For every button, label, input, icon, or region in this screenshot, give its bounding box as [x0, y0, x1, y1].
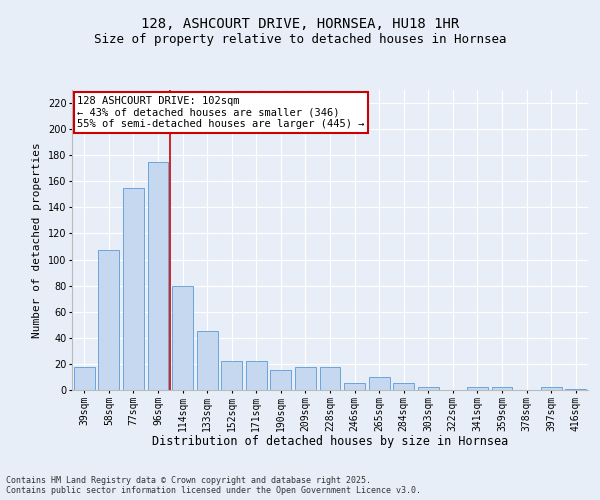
- Bar: [565, 388, 586, 390]
- Bar: [541, 388, 562, 390]
- Bar: [197, 332, 218, 390]
- Text: Size of property relative to detached houses in Hornsea: Size of property relative to detached ho…: [94, 32, 506, 46]
- X-axis label: Distribution of detached houses by size in Hornsea: Distribution of detached houses by size …: [152, 435, 508, 448]
- Bar: [467, 388, 488, 390]
- Bar: [74, 366, 95, 390]
- Bar: [246, 362, 267, 390]
- Bar: [148, 162, 169, 390]
- Bar: [98, 250, 119, 390]
- Bar: [123, 188, 144, 390]
- Bar: [368, 377, 389, 390]
- Bar: [221, 362, 242, 390]
- Text: 128, ASHCOURT DRIVE, HORNSEA, HU18 1HR: 128, ASHCOURT DRIVE, HORNSEA, HU18 1HR: [141, 18, 459, 32]
- Bar: [344, 384, 365, 390]
- Y-axis label: Number of detached properties: Number of detached properties: [32, 142, 42, 338]
- Bar: [271, 370, 292, 390]
- Text: 128 ASHCOURT DRIVE: 102sqm
← 43% of detached houses are smaller (346)
55% of sem: 128 ASHCOURT DRIVE: 102sqm ← 43% of deta…: [77, 96, 365, 129]
- Bar: [418, 388, 439, 390]
- Bar: [295, 366, 316, 390]
- Bar: [491, 388, 512, 390]
- Bar: [393, 384, 414, 390]
- Bar: [172, 286, 193, 390]
- Text: Contains HM Land Registry data © Crown copyright and database right 2025.
Contai: Contains HM Land Registry data © Crown c…: [6, 476, 421, 495]
- Bar: [320, 366, 340, 390]
